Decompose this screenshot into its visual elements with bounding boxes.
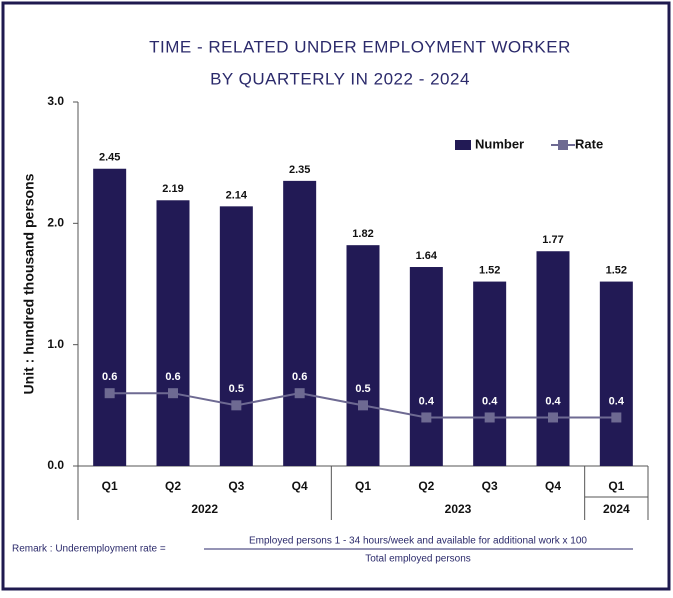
chart-title: BY QUARTERLY IN 2022 - 2024 [210, 69, 470, 88]
y-tick-label: 2.0 [47, 216, 64, 230]
x-tick-label: Q1 [608, 479, 624, 493]
rate-marker [421, 412, 432, 423]
bar-value-label: 1.52 [479, 264, 500, 276]
rate-value-label: 0.4 [609, 395, 625, 407]
x-tick-label: Q2 [165, 479, 181, 493]
x-tick-label: Q2 [418, 479, 434, 493]
bar [409, 267, 443, 466]
rate-value-label: 0.6 [165, 371, 180, 383]
bar-value-label: 2.45 [99, 152, 120, 164]
rate-value-label: 0.5 [229, 383, 244, 395]
bar [346, 245, 380, 466]
bar-value-label: 1.77 [542, 234, 563, 246]
group-label: 2024 [603, 502, 630, 516]
bar-value-label: 1.64 [416, 250, 438, 262]
remark-prefix: Remark : Underemployment rate = [12, 544, 166, 555]
rate-marker [548, 412, 558, 423]
rate-value-label: 0.4 [545, 395, 561, 407]
x-tick-label: Q3 [482, 479, 498, 493]
remark-numerator: Employed persons 1 - 34 hours/week and a… [249, 536, 587, 547]
bar-value-label: 2.35 [289, 164, 310, 176]
legend-label: Number [475, 136, 524, 151]
group-label: 2023 [445, 502, 472, 516]
x-tick-label: Q4 [292, 479, 308, 493]
rate-value-label: 0.4 [482, 395, 498, 407]
rate-marker [104, 388, 115, 399]
rate-value-label: 0.6 [292, 371, 307, 383]
x-tick-label: Q1 [102, 479, 118, 493]
bar [93, 168, 127, 466]
y-tick-label: 1.0 [47, 337, 64, 351]
bar [473, 281, 507, 466]
bar-value-label: 2.19 [162, 183, 183, 195]
x-tick-label: Q1 [355, 479, 371, 493]
bar-value-label: 1.52 [606, 264, 627, 276]
legend-swatch [558, 140, 568, 150]
bar-value-label: 1.82 [352, 228, 373, 240]
group-label: 2022 [191, 502, 218, 516]
rate-marker [611, 412, 622, 423]
rate-marker [231, 400, 242, 411]
bar-value-label: 2.14 [226, 189, 248, 201]
rate-marker [294, 388, 305, 399]
legend-swatch [455, 140, 471, 150]
rate-marker [358, 400, 368, 411]
remark-denominator: Total employed persons [365, 554, 471, 565]
rate-marker [484, 412, 495, 423]
x-tick-label: Q4 [545, 479, 561, 493]
bar [536, 251, 570, 466]
rate-value-label: 0.5 [355, 383, 370, 395]
bar [156, 200, 190, 466]
bar [219, 206, 253, 466]
rate-value-label: 0.6 [102, 371, 117, 383]
bar [283, 180, 317, 466]
rate-marker [168, 388, 178, 399]
y-axis-label: Unit : hundred thousand persons [21, 173, 37, 394]
y-tick-label: 3.0 [47, 94, 64, 108]
bar [599, 281, 633, 466]
chart-title: TIME - RELATED UNDER EMPLOYMENT WORKER [149, 37, 571, 56]
legend-label: Rate [575, 136, 603, 151]
rate-value-label: 0.4 [419, 395, 435, 407]
y-tick-label: 0.0 [47, 458, 64, 472]
x-tick-label: Q3 [228, 479, 244, 493]
